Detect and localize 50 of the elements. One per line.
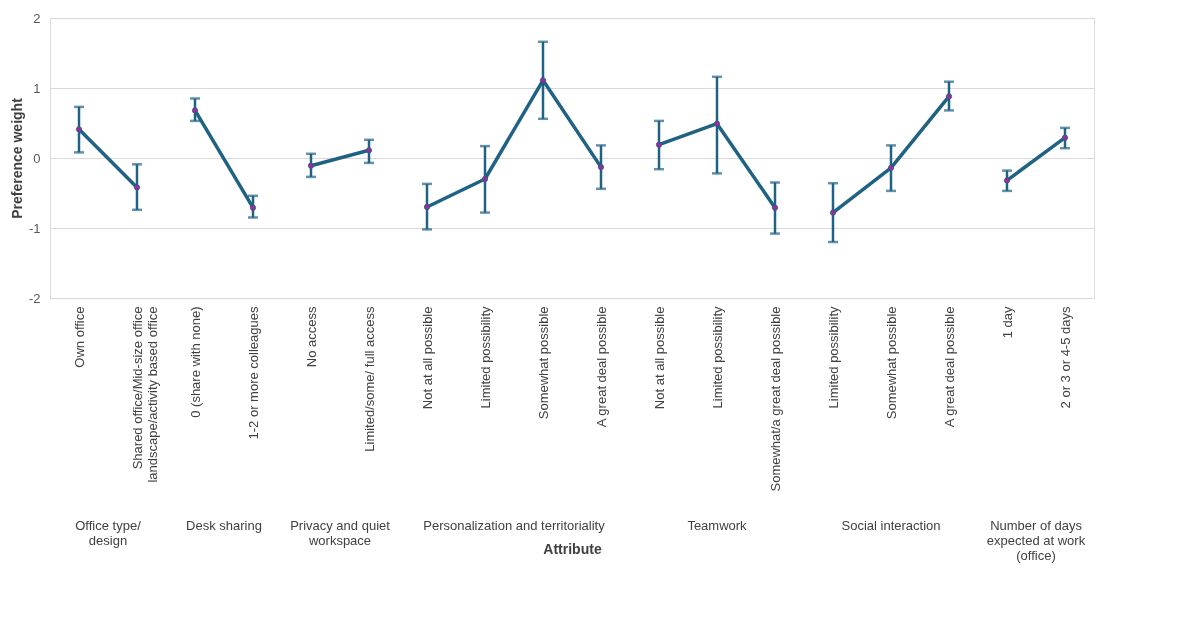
point xyxy=(539,77,547,84)
x-tick-label: 1-2 or more colleagues xyxy=(245,306,261,440)
text: Social interaction xyxy=(841,518,941,533)
text: Office type/ design xyxy=(75,518,142,548)
x-tick-label: Limited possibility xyxy=(825,306,841,409)
x-tick-label: A great deal possible xyxy=(941,306,957,428)
x-tick-label: 0 (share with none) xyxy=(187,306,203,418)
x-tick-label: Not at all possible xyxy=(419,306,435,410)
text: Desk sharing xyxy=(186,518,262,533)
point xyxy=(481,175,489,183)
y-tick-label: -2 xyxy=(28,290,41,306)
point xyxy=(1061,134,1069,141)
x-tick-label: 2 or 3 or 4-5 days xyxy=(1057,306,1073,409)
text: Personalization and territoriality xyxy=(423,518,606,533)
point xyxy=(75,126,83,133)
text: Privacy and quiet workspace xyxy=(290,518,391,548)
x-tick-label: Somewhat possible xyxy=(883,306,899,420)
point xyxy=(133,184,141,191)
x-tick-label: Shared office/Mid-size office landscape/activity based office xyxy=(129,306,160,483)
y-tick-label: 1 xyxy=(33,80,41,96)
x-tick-label: No access xyxy=(303,306,319,368)
x-tick-label: Own office xyxy=(71,306,87,368)
y-tick-label: 0 xyxy=(33,150,41,166)
x-axis-title: Attribute xyxy=(543,540,602,557)
point xyxy=(887,164,895,171)
point xyxy=(249,204,257,211)
x-tick-label: Limited possibility xyxy=(709,306,725,409)
x-tick-label: Somewhat possible xyxy=(535,306,551,420)
y-tick-label: 2 xyxy=(33,10,41,26)
y-tick-label: -1 xyxy=(28,220,41,236)
x-tick-label: Somewhat/a great deal possible xyxy=(767,306,783,492)
point xyxy=(597,164,605,171)
text: Number of days expected at work (office) xyxy=(986,518,1086,563)
point xyxy=(829,209,837,216)
point xyxy=(307,162,315,169)
x-tick-label: A great deal possible xyxy=(593,306,609,428)
point xyxy=(771,204,779,211)
point xyxy=(713,120,721,127)
text: Teamwork xyxy=(687,518,748,533)
point xyxy=(423,203,431,211)
y-axis-title: Preference weight xyxy=(8,97,25,219)
point xyxy=(191,107,199,114)
x-tick-label: Not at all possible xyxy=(651,306,667,410)
point xyxy=(365,147,373,154)
x-tick-label: Limited/some/ full access xyxy=(361,306,377,452)
point xyxy=(1003,177,1011,184)
x-tick-label: Limited possibility xyxy=(477,306,493,409)
point xyxy=(945,93,953,100)
x-tick-label: 1 day xyxy=(999,306,1015,339)
point xyxy=(655,141,663,148)
